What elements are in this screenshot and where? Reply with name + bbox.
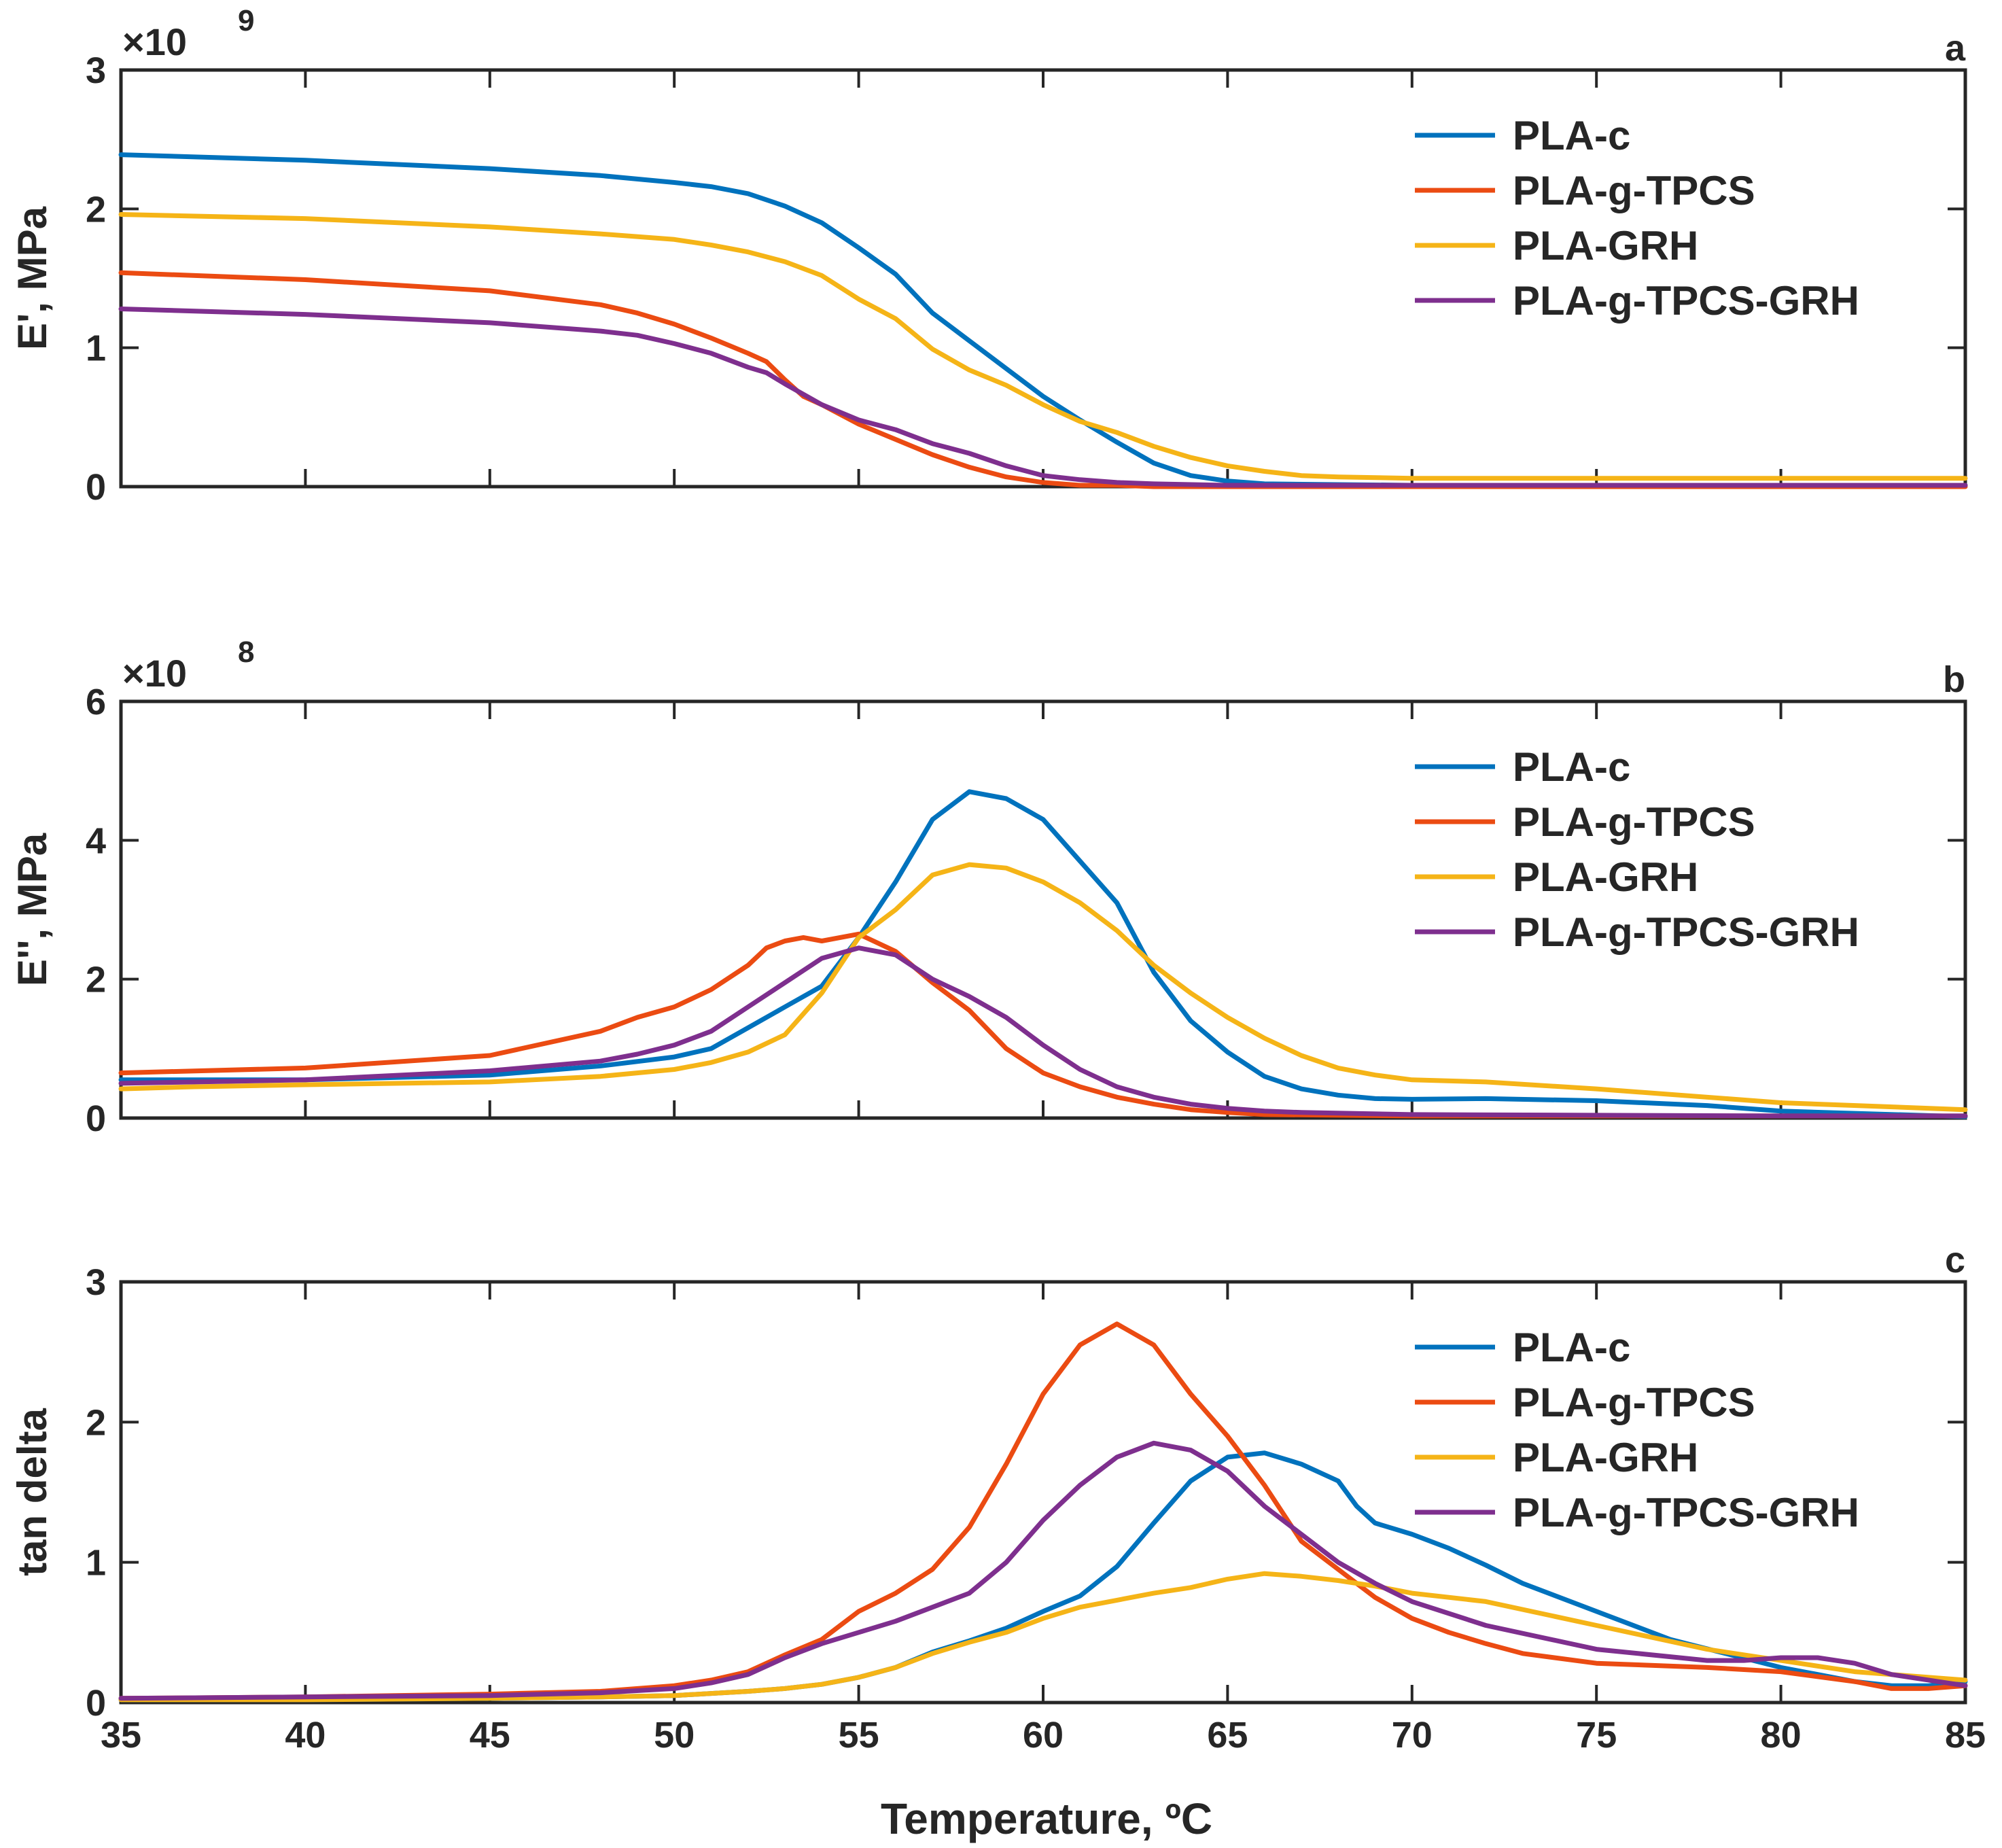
- legend-label: PLA-g-TPCS: [1513, 799, 1755, 845]
- y-axis-label: E', MPa: [10, 206, 55, 350]
- legend-label: PLA-g-TPCS: [1513, 168, 1755, 213]
- x-tick-label: 35: [101, 1715, 141, 1756]
- series-line-pla-g-tpcs: [118, 1321, 1968, 1701]
- series-line-pla-grh: [118, 1571, 1968, 1703]
- legend-label: PLA-GRH: [1513, 854, 1698, 900]
- y-axis-exponent: ×10: [122, 652, 187, 695]
- y-tick-label: 2: [86, 960, 106, 1000]
- legend-label: PLA-c: [1513, 744, 1630, 790]
- y-axis-exponent-power: 9: [238, 4, 254, 37]
- panel-letter-a: a: [1945, 28, 1966, 69]
- x-tick-label: 65: [1207, 1715, 1248, 1756]
- y-tick-label: 3: [86, 1262, 106, 1303]
- series-line-pla-grh: [118, 212, 1968, 481]
- legend: PLA-c PLA-g-TPCS PLA-GRH PLA-g-TPCS-GRH: [1415, 1325, 1859, 1535]
- legend-label: PLA-g-TPCS-GRH: [1513, 1490, 1859, 1535]
- y-tick-label: 4: [86, 820, 106, 861]
- panel-letter-b: b: [1943, 659, 1965, 700]
- legend-label: PLA-c: [1513, 113, 1630, 158]
- x-tick-label: 75: [1576, 1715, 1617, 1756]
- y-tick-label: 0: [86, 1683, 106, 1724]
- y-tick-label: 6: [86, 682, 106, 722]
- y-tick-label: 2: [86, 1402, 106, 1443]
- x-tick-label: 50: [654, 1715, 695, 1756]
- series-line-pla-g-tpcs-grh: [118, 307, 1968, 488]
- legend-label: PLA-GRH: [1513, 223, 1698, 268]
- y-axis-label: E'', MPa: [10, 833, 55, 986]
- x-tick-label: 80: [1761, 1715, 1802, 1756]
- legend-label: PLA-c: [1513, 1325, 1630, 1370]
- legend-label: PLA-GRH: [1513, 1435, 1698, 1480]
- y-axis-exponent: ×10: [122, 20, 187, 63]
- x-tick-label: 85: [1945, 1715, 1986, 1756]
- series-line-pla-c: [118, 789, 1968, 1119]
- x-axis-label: Temperature, ºC: [881, 1794, 1212, 1843]
- legend: PLA-c PLA-g-TPCS PLA-GRH PLA-g-TPCS-GRH: [1415, 113, 1859, 324]
- x-tick-label: 40: [285, 1715, 326, 1756]
- y-tick-label: 2: [86, 189, 106, 230]
- y-tick-label: 0: [86, 467, 106, 508]
- x-tick-label: 60: [1023, 1715, 1064, 1756]
- legend-label: PLA-g-TPCS: [1513, 1380, 1755, 1425]
- y-tick-label: 1: [86, 1543, 106, 1584]
- y-tick-label: 3: [86, 50, 106, 91]
- series-line-pla-grh: [118, 862, 1968, 1113]
- series-line-pla-g-tpcs-grh: [118, 945, 1968, 1119]
- x-tick-label: 55: [839, 1715, 879, 1756]
- y-axis-exponent-power: 8: [238, 635, 254, 669]
- x-tick-label: 70: [1392, 1715, 1433, 1756]
- x-tick-label: 45: [470, 1715, 510, 1756]
- y-tick-label: 0: [86, 1098, 106, 1139]
- chart-panel-c: 35 40 45 50 55 60 65 70 75 80 85 0 1 2 3 tan delta c PLA-…: [10, 1240, 1986, 1756]
- series-line-pla-g-tpcs-grh: [118, 1440, 1968, 1701]
- y-tick-label: 1: [86, 328, 106, 369]
- legend: PLA-c PLA-g-TPCS PLA-GRH PLA-g-TPCS-GRH: [1415, 744, 1859, 955]
- y-axis-label: tan delta: [10, 1408, 55, 1576]
- legend-label: PLA-g-TPCS-GRH: [1513, 278, 1859, 324]
- legend-label: PLA-g-TPCS-GRH: [1513, 909, 1859, 955]
- panel-letter-c: c: [1945, 1240, 1965, 1280]
